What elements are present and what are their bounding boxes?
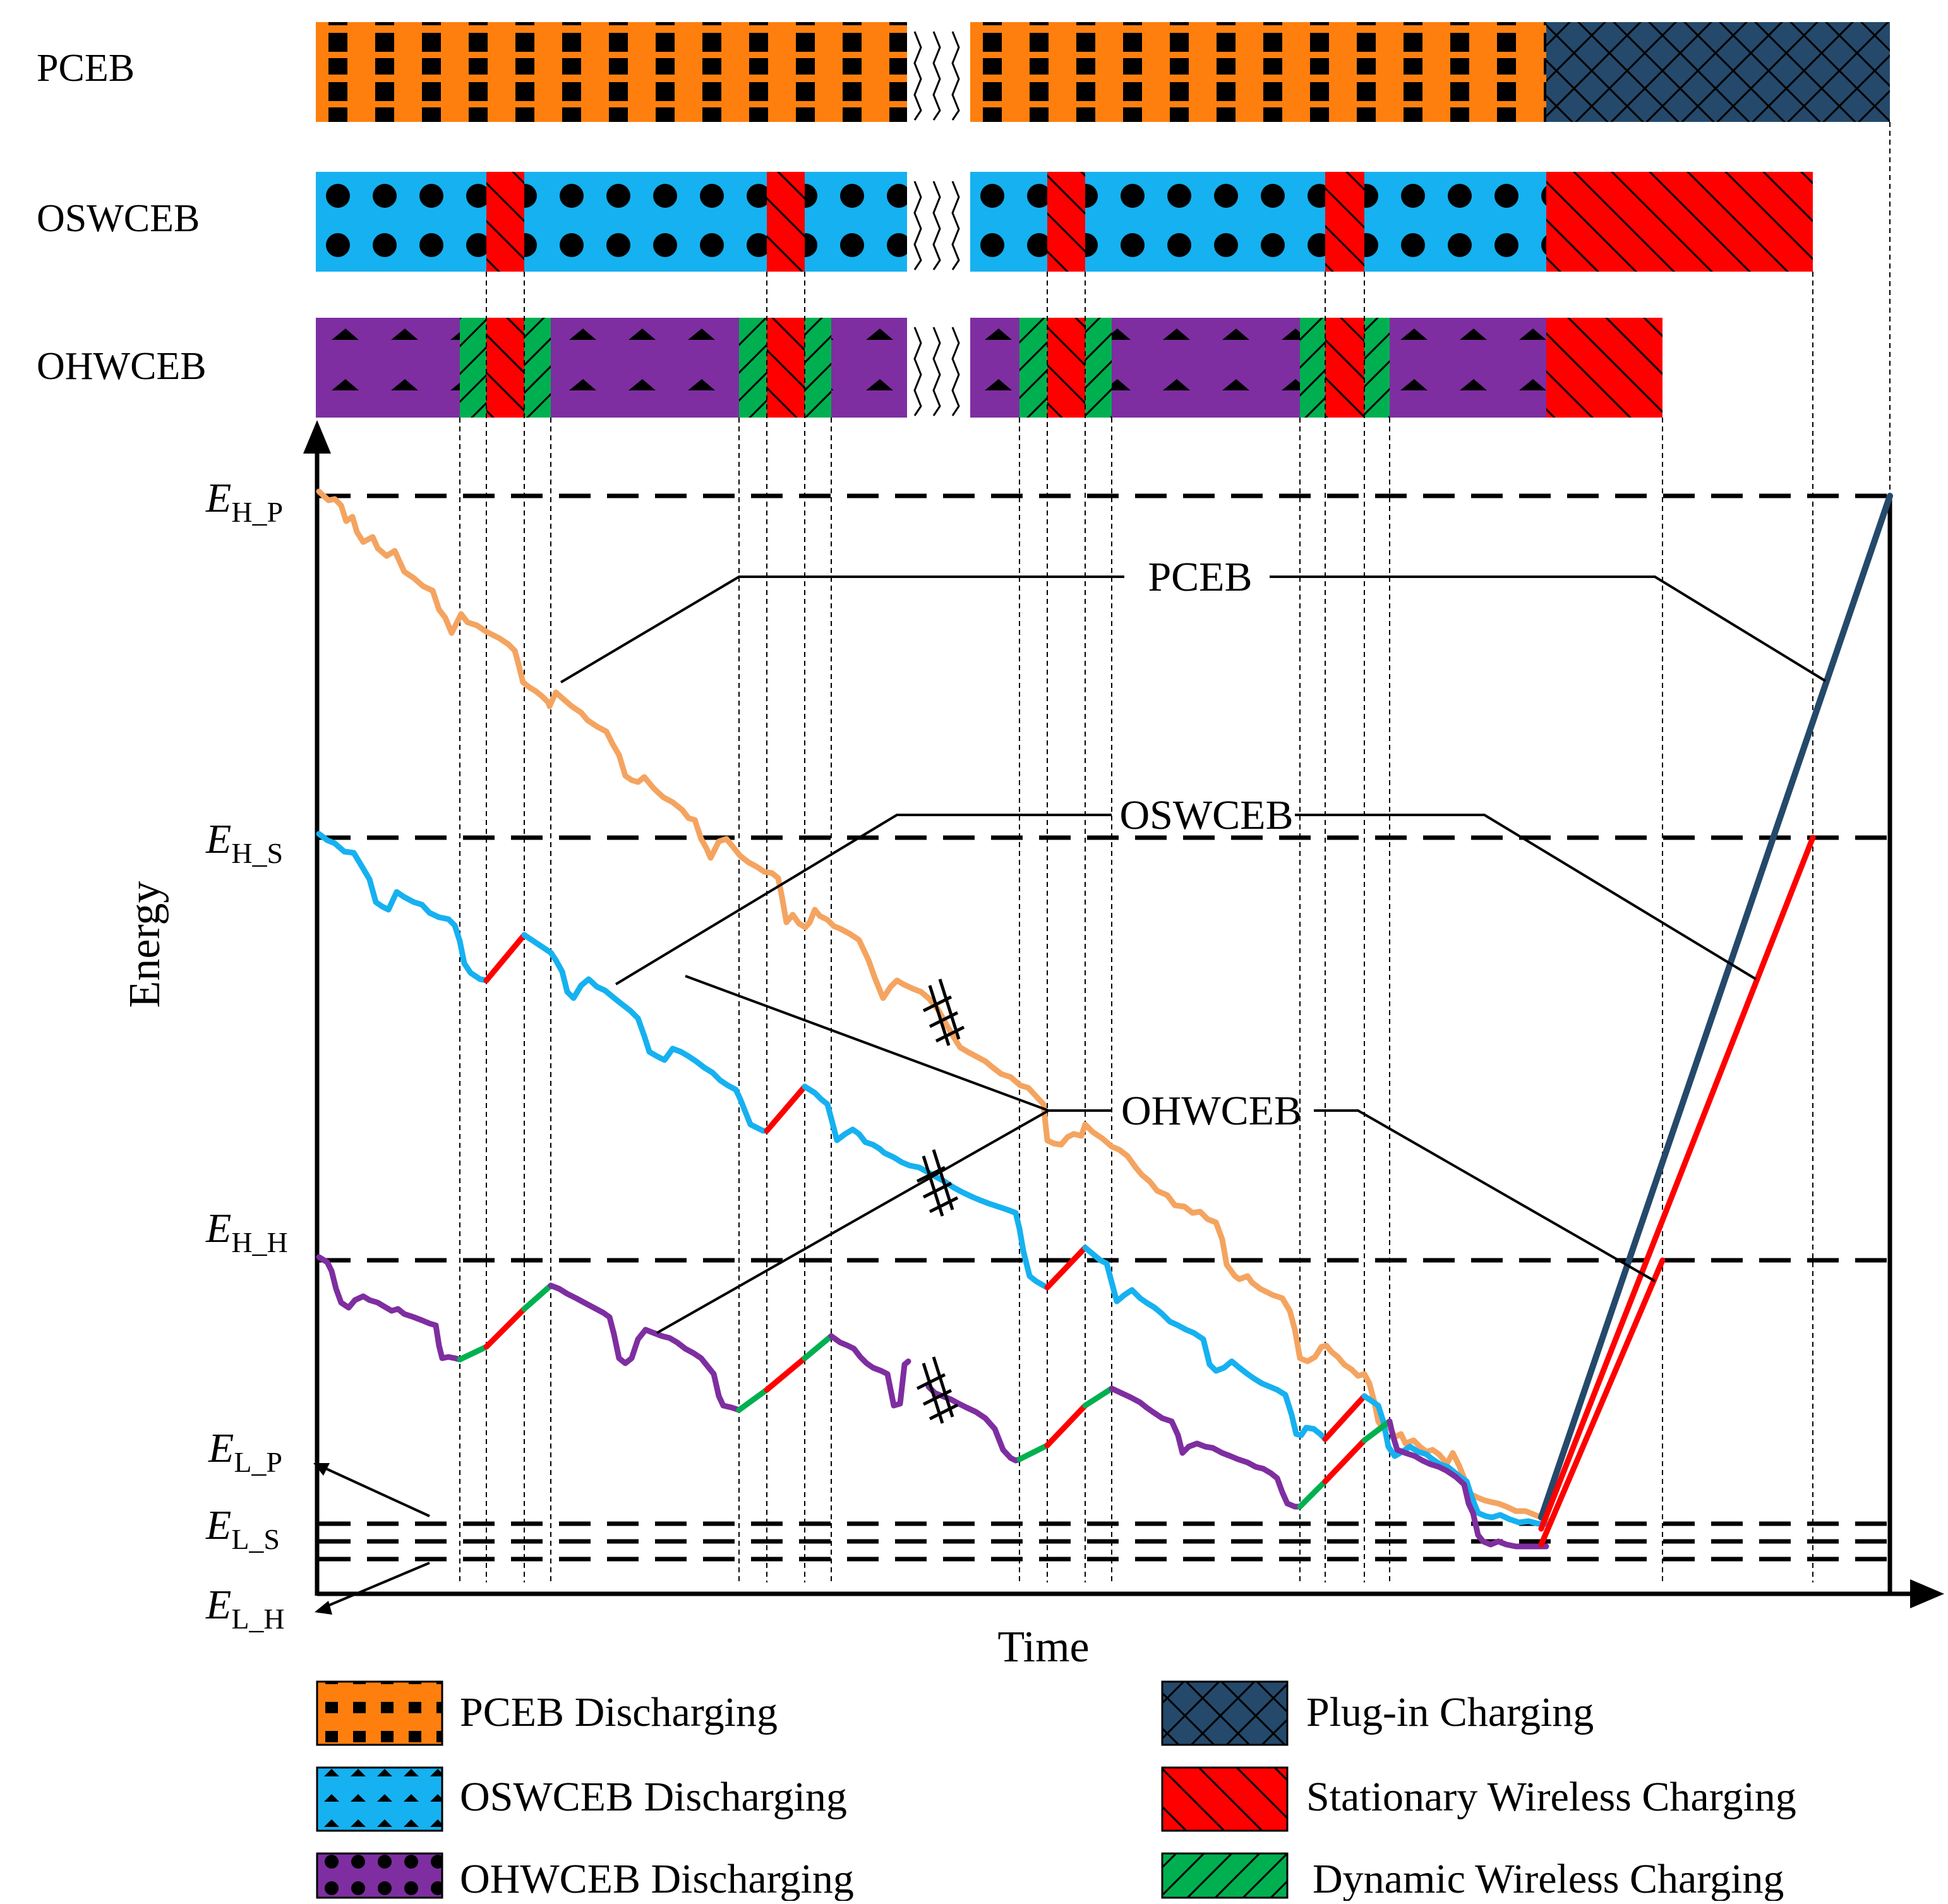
level-label-ELH: EL_H	[205, 1582, 285, 1635]
ohwceb-dynamic-charge-7	[1297, 1478, 1328, 1510]
oswceb-energy-curve-2	[521, 932, 770, 1134]
oswceb-stationary-charge-2	[764, 1083, 808, 1134]
level-label-ELP: EL_P	[208, 1425, 282, 1478]
ohwceb-stationary-charge-3	[1044, 1402, 1088, 1449]
oswceb-energy-curve-3	[802, 1083, 1050, 1291]
low-level-pointers	[313, 1463, 430, 1615]
ohwceb-energy-curve-4	[925, 1383, 1023, 1464]
ohwceb-energy-curve-5	[1109, 1385, 1303, 1510]
level-label-EHP: EH_P	[205, 475, 283, 528]
ohwceb-dynamic-charge-5	[1016, 1442, 1050, 1462]
bar-row-oswceb	[316, 172, 1813, 272]
curve-callout-leaders	[560, 575, 1827, 1334]
curve-label-pceb: PCEB	[1148, 554, 1252, 600]
ohwceb-stationary-charge-4	[1322, 1437, 1368, 1485]
pceb-plug-in-charge-ramp	[1538, 493, 1893, 1521]
ohwceb-energy-curve-6	[1386, 1418, 1549, 1550]
oswceb-stationary-charge-ramp	[1538, 835, 1816, 1532]
ohwceb-energy-curve-3	[828, 1333, 911, 1409]
ohwceb-stationary-charge-2	[764, 1355, 808, 1393]
x-axis-title: Time	[997, 1623, 1089, 1672]
row-label-oswceb: OSWCEB	[37, 197, 200, 240]
level-label-EHH: EH_H	[205, 1205, 288, 1258]
ohwceb-dynamic-charge-8	[1361, 1418, 1393, 1443]
pceb-energy-curve	[316, 488, 1549, 1522]
y-axis-arrow-icon	[303, 420, 331, 454]
legend-label: Plug-in Charging	[1306, 1689, 1594, 1735]
energy-level-lines	[319, 493, 1890, 1562]
legend-item-plug-in-charging: Plug-in Charging	[1161, 1680, 1594, 1746]
time-break-symbols	[913, 31, 960, 416]
curve-break-symbols	[916, 979, 965, 1424]
legend-label: Stationary Wireless Charging	[1306, 1774, 1796, 1820]
row-label-ohwceb: OHWCEB	[37, 345, 207, 388]
oswceb-stationary-charge-1	[483, 932, 527, 984]
ohwceb-energy-curve-1	[316, 1254, 463, 1363]
legend-item-dynamic-wireless-charging: Dynamic Wireless Charging	[1161, 1852, 1784, 1902]
level-label-EHS: EH_S	[205, 816, 283, 869]
ohwceb-dynamic-charge-4	[802, 1333, 834, 1361]
oswceb-stationary-charge-4	[1322, 1393, 1368, 1442]
legend-label: OSWCEB Discharging	[460, 1774, 847, 1820]
legend-label: OHWCEB Discharging	[460, 1856, 854, 1901]
transition-guide-lines	[459, 122, 1891, 1582]
x-axis-arrow-icon	[1910, 1579, 1944, 1608]
legend: PCEB Discharging OSWCEB Discharging OHWC…	[316, 1680, 1796, 1902]
curve-label-oswceb: OSWCEB	[1119, 792, 1293, 838]
row-label-pceb: PCEB	[37, 47, 135, 90]
ohwceb-energy-curve-2	[548, 1282, 742, 1413]
y-axis-title: Energy	[121, 881, 169, 1008]
legend-item-ohwceb-discharging: OHWCEB Discharging	[316, 1852, 854, 1902]
ohwceb-stationary-charge-ramp	[1538, 1257, 1666, 1548]
energy-level-labels: EH_P EH_S EH_H EL_P EL_S EL_H	[205, 475, 288, 1635]
legend-label: Dynamic Wireless Charging	[1313, 1856, 1784, 1901]
ohwceb-dynamic-charge-6	[1082, 1385, 1115, 1409]
legend-item-oswceb-discharging: OSWCEB Discharging	[316, 1766, 847, 1832]
oswceb-energy-curve-1	[316, 831, 490, 984]
legend-item-stationary-wireless-charging: Stationary Wireless Charging	[1161, 1766, 1796, 1832]
curve-label-ohwceb: OHWCEB	[1121, 1088, 1302, 1134]
oswceb-stationary-charge-3	[1044, 1244, 1088, 1291]
bar-row-pceb	[316, 22, 1890, 122]
oswceb-energy-curve-5	[1361, 1393, 1549, 1527]
oswceb-energy-curve-4	[1082, 1244, 1328, 1442]
ohwceb-dynamic-charge-1	[457, 1344, 490, 1363]
ohwceb-dynamic-charge-3	[736, 1387, 770, 1413]
level-label-ELS: EL_S	[205, 1502, 280, 1555]
ohwceb-dynamic-charge-2	[521, 1282, 554, 1312]
legend-label: PCEB Discharging	[460, 1689, 778, 1735]
legend-item-pceb-discharging: PCEB Discharging	[316, 1680, 778, 1746]
axes	[303, 420, 1944, 1608]
ohwceb-stationary-charge-1	[483, 1306, 527, 1350]
energy-curves	[316, 488, 1893, 1550]
bar-row-ohwceb	[316, 318, 1662, 418]
